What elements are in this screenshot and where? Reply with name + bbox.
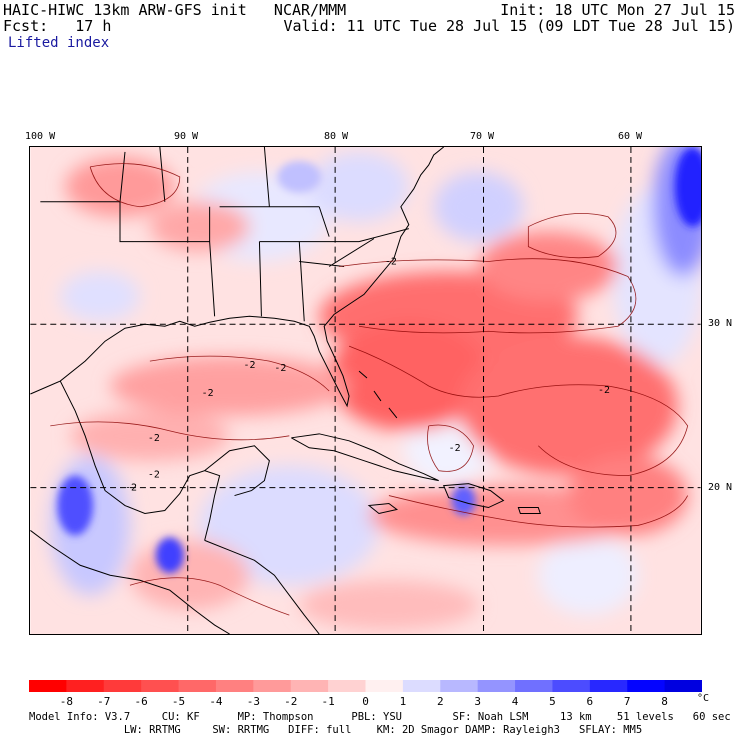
forecast-hour: Fcst: 17 h bbox=[3, 17, 112, 35]
colorbar-cell bbox=[515, 680, 553, 692]
contour-label: -2 bbox=[598, 385, 610, 396]
coastlines bbox=[30, 147, 541, 634]
colorbar-tick-label: -4 bbox=[209, 695, 223, 708]
lon-label-90w: 90 W bbox=[174, 131, 199, 142]
colorbar-cell bbox=[290, 680, 329, 692]
colorbar-tick-label: -2 bbox=[284, 695, 298, 708]
model-info-line-2: LW: RRTMG SW: RRTMG DIFF: full KM: 2D Sm… bbox=[29, 724, 643, 736]
model-info-line-1: Model Info: V3.7 CU: KF MP: Thompson PBL… bbox=[29, 711, 731, 723]
colorbar-cell bbox=[402, 680, 441, 692]
colorbar-tick-label: 0 bbox=[362, 695, 369, 708]
lon-label-100w: 100 W bbox=[25, 131, 56, 142]
lat-label-20n: 20 N bbox=[708, 482, 733, 493]
contour-lines bbox=[50, 163, 689, 616]
contour-label-group: -2 -2 -2 -2 -2 -2 -2 -2 -2 bbox=[125, 257, 610, 494]
lon-label-80w: 80 W bbox=[324, 131, 349, 142]
colorbar-tick-label: 8 bbox=[661, 695, 668, 708]
colorbar-tick-label: 2 bbox=[436, 695, 444, 708]
colorbar-cell bbox=[253, 680, 292, 692]
colorbar-cell bbox=[440, 680, 479, 692]
contour-label: -2 bbox=[244, 360, 256, 371]
model-title: HAIC-HIWC 13km ARW-GFS init NCAR/MMM bbox=[3, 1, 347, 19]
colorbar bbox=[29, 680, 702, 692]
lifted-index-field bbox=[50, 147, 701, 631]
colorbar-tick-label: -3 bbox=[246, 695, 260, 708]
colorbar-cell bbox=[477, 680, 516, 692]
lon-label-70w: 70 W bbox=[470, 131, 495, 142]
colorbar-tick-label: -6 bbox=[134, 695, 148, 708]
colorbar-cell bbox=[103, 680, 142, 692]
colorbar-tick-label: 1 bbox=[399, 695, 407, 708]
colorbar-tick-label: -8 bbox=[59, 695, 73, 708]
contour-label: -2 bbox=[125, 483, 137, 494]
contour-label: -2 bbox=[274, 363, 286, 374]
colorbar-tick-label: 3 bbox=[474, 695, 481, 708]
init-time: Init: 18 UTC Mon 27 Jul 15 bbox=[500, 1, 735, 19]
valid-time: Valid: 11 UTC Tue 28 Jul 15 (09 LDT Tue … bbox=[283, 17, 735, 35]
contour-label: -2 bbox=[449, 443, 461, 454]
colorbar-cell bbox=[589, 680, 628, 692]
colorbar-cell bbox=[627, 680, 666, 692]
colorbar-cell bbox=[215, 680, 254, 692]
colorbar-cell bbox=[365, 680, 404, 692]
colorbar-tick-label: -5 bbox=[171, 695, 186, 708]
contour-label: -2 bbox=[202, 388, 214, 399]
contour-label: -2 bbox=[148, 433, 160, 444]
colorbar-tick-label: 4 bbox=[511, 695, 519, 708]
colorbar-tick-label: 7 bbox=[623, 695, 631, 708]
colorbar-cell bbox=[664, 680, 702, 692]
colorbar-unit: °C bbox=[697, 693, 710, 704]
contour-label: -2 bbox=[148, 470, 160, 481]
colorbar-cell bbox=[29, 680, 67, 692]
colorbar-tick-label: 5 bbox=[549, 695, 556, 708]
contour-label: -2 bbox=[385, 257, 397, 268]
colorbar-tick-label: -7 bbox=[97, 695, 111, 708]
colorbar-cell bbox=[141, 680, 180, 692]
field-name: Lifted index bbox=[8, 35, 110, 51]
lat-label-30n: 30 N bbox=[708, 318, 733, 329]
lon-label-60w: 60 W bbox=[618, 131, 643, 142]
lat-lon-grid bbox=[30, 147, 701, 634]
colorbar-cell bbox=[178, 680, 217, 692]
colorbar-cell bbox=[328, 680, 366, 692]
lifted-index-map: -2 -2 -2 -2 -2 -2 -2 -2 -2 bbox=[29, 146, 702, 635]
colorbar-tick-label: 6 bbox=[586, 695, 594, 708]
colorbar-cell bbox=[552, 680, 591, 692]
colorbar-cell bbox=[66, 680, 105, 692]
colorbar-tick-label: -1 bbox=[321, 695, 335, 708]
